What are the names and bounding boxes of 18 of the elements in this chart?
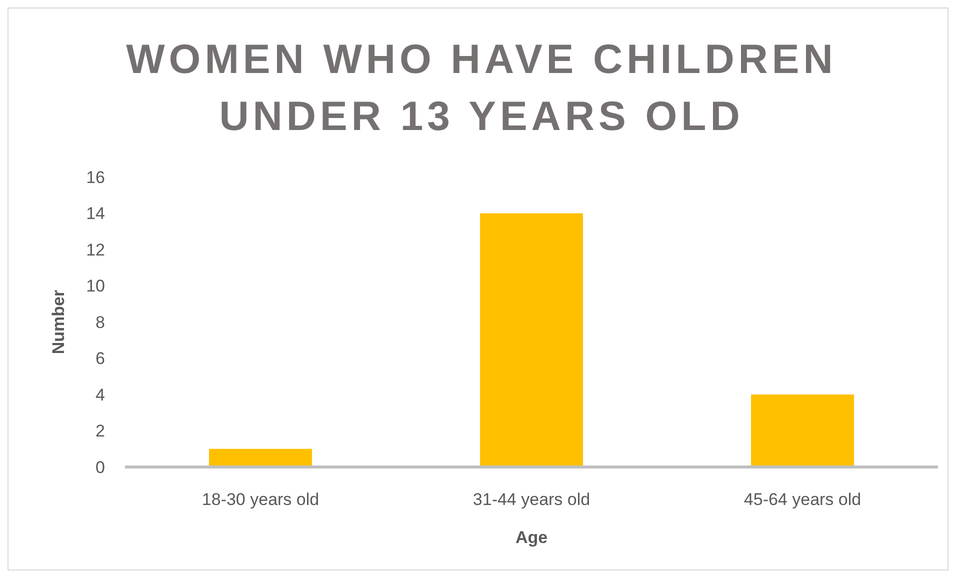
bar xyxy=(480,213,583,467)
x-tick-label: 31-44 years old xyxy=(472,490,590,509)
y-axis-title: Number xyxy=(49,290,68,354)
y-tick-label: 4 xyxy=(96,385,105,404)
y-tick-label: 6 xyxy=(96,349,105,368)
y-tick-label: 2 xyxy=(96,422,105,441)
y-tick-label: 0 xyxy=(96,458,105,477)
y-tick-label: 16 xyxy=(86,168,105,187)
y-tick-label: 12 xyxy=(86,240,105,260)
x-tick-label: 18-30 years old xyxy=(202,490,320,509)
bar xyxy=(209,448,312,467)
x-axis-title: Age xyxy=(515,528,548,547)
bar xyxy=(751,394,854,467)
y-tick-label: 10 xyxy=(86,276,105,296)
x-tick-label: 45-64 years old xyxy=(744,490,862,509)
chart-title: WOMEN WHO HAVE CHILDREN UNDER 13 YEARS OLD xyxy=(126,36,837,139)
y-tick-label: 8 xyxy=(96,312,105,332)
y-tick-label: 14 xyxy=(86,204,105,224)
